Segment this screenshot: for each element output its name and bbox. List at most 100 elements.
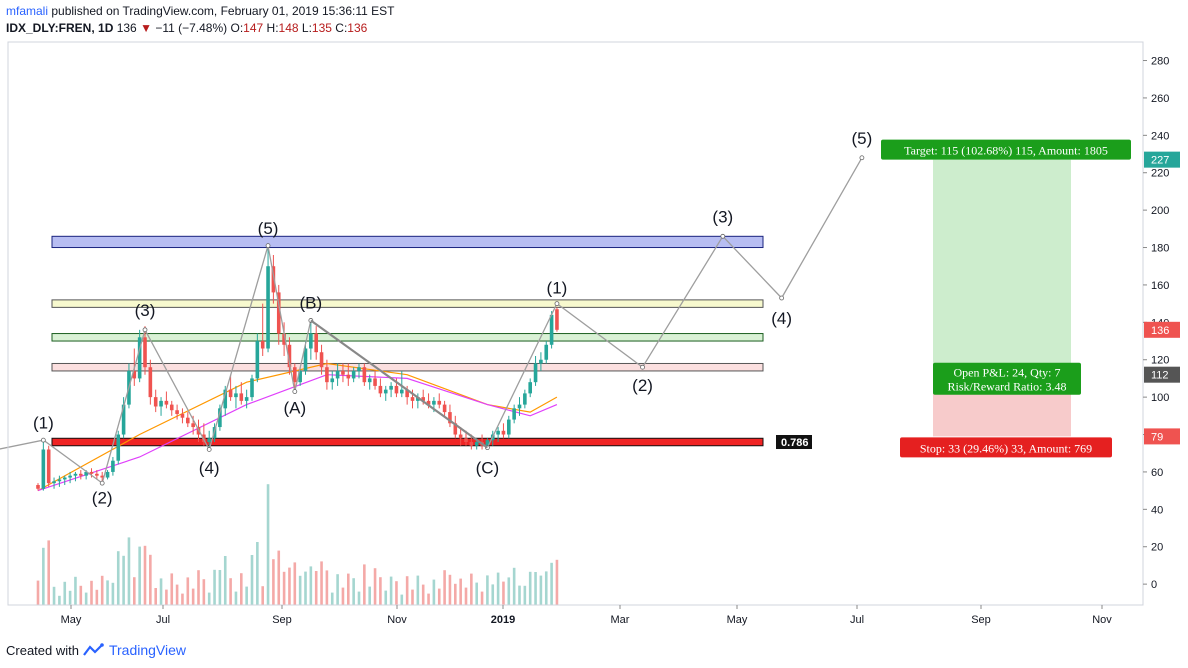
candle-body <box>271 266 276 293</box>
volume-bar <box>68 590 72 605</box>
volume-bar <box>550 562 553 605</box>
stop-label-box <box>900 437 1112 458</box>
wave-node <box>640 364 645 370</box>
candle-body <box>255 341 260 379</box>
volume-bar <box>304 571 307 605</box>
volume-bar <box>363 564 366 605</box>
volume-bar <box>111 582 115 605</box>
volume-bar <box>272 559 275 605</box>
stop-label: Stop: 33 (29.46%) 33, Amount: 769 <box>920 441 1092 455</box>
price-change: −11 (−7.48%) <box>155 21 228 35</box>
price-tag <box>1144 428 1180 445</box>
volume-bar <box>229 578 232 605</box>
candle-body <box>239 393 244 401</box>
candle-body <box>52 481 56 484</box>
candle-body <box>325 367 329 383</box>
volume-bar <box>368 586 371 605</box>
y-tick-label: 160 <box>1151 280 1169 292</box>
candle-body <box>276 292 281 334</box>
x-tick-label: May <box>61 614 82 626</box>
volume-bar <box>293 562 297 605</box>
wave-node <box>206 447 212 452</box>
candle-body <box>351 370 356 379</box>
candle-body <box>62 477 67 480</box>
candle-body <box>116 434 121 461</box>
y-tick-label: 200 <box>1151 205 1169 217</box>
price-zone <box>51 333 764 342</box>
y-tick-label: 40 <box>1151 504 1163 516</box>
last-price: 136 <box>116 21 137 35</box>
candle-body <box>105 471 110 478</box>
candle-body <box>394 385 399 394</box>
volume-bar <box>448 574 452 605</box>
wave-label: (C) <box>476 458 500 477</box>
candles-layer <box>36 243 559 491</box>
price-tag-label: 136 <box>1151 325 1169 337</box>
brand-link[interactable]: TradingView <box>108 642 187 658</box>
wave-label: (3) <box>135 301 156 320</box>
candle-body <box>330 378 335 383</box>
open-value: 147 <box>243 21 264 35</box>
volume-bar <box>207 592 211 605</box>
volume-bar <box>320 561 323 605</box>
price-zone <box>51 235 764 249</box>
candle-body <box>533 363 538 383</box>
candle-body <box>539 359 543 364</box>
volume-bar <box>502 581 505 605</box>
author-link[interactable]: mfamali <box>6 4 49 18</box>
volume-bar <box>400 594 404 605</box>
volume-bar <box>421 584 425 605</box>
volume-bar <box>122 555 125 605</box>
y-tick-label: 120 <box>1151 355 1169 367</box>
candle-body <box>186 417 190 424</box>
volume-bar <box>90 580 93 605</box>
pnl-label: Open P&L: 24, Qty: 7 <box>954 366 1061 380</box>
volume-bar <box>357 591 361 605</box>
price-tag-label: 227 <box>1151 155 1169 167</box>
symbol-label[interactable]: IDX_DLY:FREN, 1D <box>6 21 114 35</box>
volume-bar <box>116 551 120 605</box>
volume-bar <box>507 577 511 605</box>
volume-bar <box>491 584 495 605</box>
y-tick-label: 260 <box>1151 93 1169 105</box>
axes-layer: 020406080100120140160180200220240260280M… <box>7 41 1180 626</box>
candle-body <box>362 367 367 383</box>
candle-body <box>244 397 249 401</box>
ma-magenta-line <box>37 374 558 492</box>
volume-bar <box>256 542 259 605</box>
candle-body <box>175 410 179 414</box>
volume-bar <box>181 593 184 605</box>
ma-orange-line <box>37 362 558 492</box>
candle-body <box>512 408 516 420</box>
volume-bar <box>191 588 195 605</box>
candle-body <box>169 404 174 411</box>
candle-body <box>36 485 40 489</box>
volume-bar <box>411 589 414 605</box>
candle-body <box>143 337 147 368</box>
candle-body <box>485 440 490 446</box>
candle-body <box>89 471 94 474</box>
volume-bar <box>298 575 302 605</box>
price-tag-label: 112 <box>1151 370 1169 382</box>
moving-averages <box>37 362 558 492</box>
volume-bar <box>528 571 532 605</box>
volume-bar <box>213 569 216 605</box>
volume-bar <box>518 585 521 605</box>
price-zone <box>51 437 764 447</box>
candle-body <box>121 404 126 435</box>
volume-bar <box>330 592 334 605</box>
low-value: 135 <box>311 21 332 35</box>
volume-bar <box>143 545 147 605</box>
candle-body <box>207 438 211 443</box>
volume-bar <box>523 585 527 605</box>
position-tool[interactable]: Target: 115 (102.68%) 115, Amount: 1805 O… <box>881 139 1131 458</box>
candle-body <box>341 370 345 375</box>
volume-bar <box>277 550 281 605</box>
candle-body <box>137 337 142 379</box>
down-arrow-icon: ▼ <box>140 21 152 35</box>
x-tick-label: Nov <box>1092 614 1112 626</box>
volume-bar <box>159 578 163 605</box>
candle-body <box>314 333 318 353</box>
price-chart[interactable]: 0.786 Target: 115 (102.68%) 115, Amount:… <box>0 0 1188 640</box>
candle-body <box>298 370 302 383</box>
